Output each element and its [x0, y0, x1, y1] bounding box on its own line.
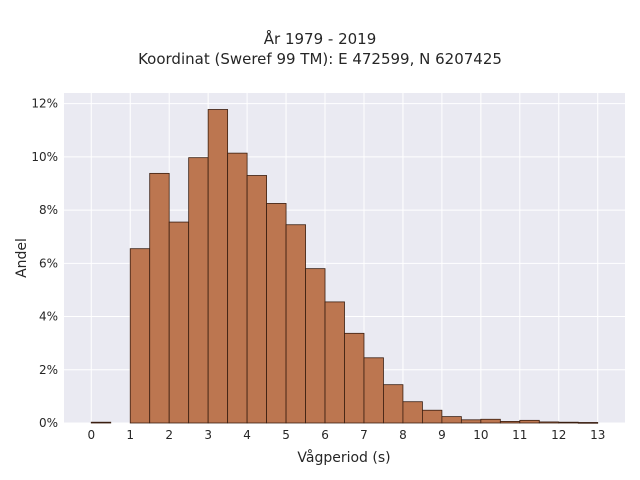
histogram-bar: [285, 224, 306, 424]
histogram-bar: [499, 421, 521, 424]
histogram-bar: [558, 421, 579, 424]
histogram-bar: [422, 409, 443, 424]
x-tick-label: 13: [590, 428, 605, 442]
histogram-bar: [577, 422, 599, 424]
histogram-bar: [227, 152, 248, 424]
y-tick-label: 10%: [31, 150, 58, 164]
histogram-bar: [188, 157, 209, 424]
x-tick-label: 4: [243, 428, 251, 442]
x-tick-label: 7: [360, 428, 368, 442]
y-tick-label: 12%: [31, 97, 58, 111]
y-tick-label: 6%: [39, 256, 58, 270]
x-tick-label: 5: [282, 428, 290, 442]
x-tick-label: 8: [399, 428, 407, 442]
y-axis-label: Andel: [14, 238, 30, 278]
x-tick-label: 3: [204, 428, 212, 442]
histogram-bar: [383, 384, 404, 424]
histogram-bar: [246, 175, 267, 424]
x-tick-labels: 0 1 2 3 4 5 6 7 8 9 10 11 12 13: [87, 428, 605, 442]
x-tick-label: 2: [165, 428, 173, 442]
histogram-bar: [266, 203, 287, 424]
histogram-bar: [402, 401, 423, 424]
histogram-bar: [149, 172, 170, 424]
histogram-bar: [363, 357, 384, 424]
chart-title-line-2: Koordinat (Sweref 99 TM): E 472599, N 62…: [138, 50, 502, 68]
histogram-bar: [344, 332, 365, 424]
histogram-bar: [90, 421, 112, 424]
y-tick-label: 2%: [39, 363, 58, 377]
histogram-bar: [480, 418, 501, 424]
bars: [90, 109, 599, 424]
histogram-bar: [324, 301, 345, 424]
x-tick-label: 12: [551, 428, 566, 442]
y-tick-label: 4%: [39, 310, 58, 324]
y-tick-label: 0%: [39, 416, 58, 430]
histogram-bar: [305, 268, 326, 424]
histogram-bar: [207, 109, 229, 424]
chart-title-line-1: År 1979 - 2019: [263, 30, 377, 48]
y-tick-labels: 0% 2% 4% 6% 8% 10% 12%: [31, 97, 58, 430]
histogram-bar: [129, 248, 151, 424]
histogram-bar: [168, 221, 190, 424]
y-tick-label: 8%: [39, 203, 58, 217]
x-tick-label: 10: [473, 428, 488, 442]
x-axis-label: Vågperiod (s): [297, 449, 390, 466]
histogram-bar: [519, 419, 540, 424]
histogram-bar: [441, 416, 462, 424]
x-tick-label: 1: [126, 428, 134, 442]
x-tick-label: 6: [321, 428, 329, 442]
histogram-bar: [460, 419, 482, 424]
histogram-bar: [538, 421, 560, 424]
x-tick-label: 0: [87, 428, 95, 442]
x-tick-label: 9: [438, 428, 446, 442]
x-tick-label: 11: [512, 428, 527, 442]
